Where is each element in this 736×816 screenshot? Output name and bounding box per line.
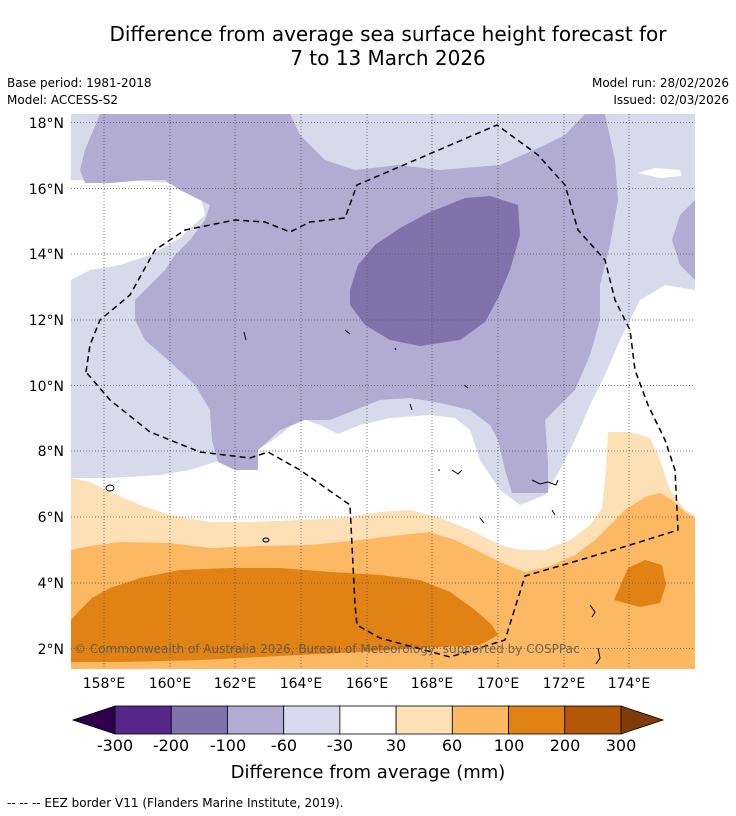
- lon-label: 158°E: [83, 676, 126, 692]
- colorbar-cell: [451, 705, 509, 735]
- colorbar: -300 -200 -100 -60 -30 30 60 100 200 300…: [71, 705, 665, 783]
- lat-label: 8°N: [38, 444, 64, 460]
- lat-label: 2°N: [38, 642, 64, 658]
- eez-footnote: -- -- -- EEZ border V11 (Flanders Marine…: [7, 796, 344, 810]
- lon-label: 166°E: [346, 676, 389, 692]
- colorbar-cell: [114, 705, 172, 735]
- colorbar-cell: [508, 705, 566, 735]
- island-marker: [105, 484, 115, 492]
- colorbar-tick: 30: [386, 736, 406, 755]
- lat-label: 6°N: [38, 510, 64, 526]
- eez-border: [85, 124, 679, 658]
- atoll-marker: [589, 604, 601, 665]
- sea-height-field: © Commonwealth of Australia 2026, Bureau…: [71, 114, 695, 669]
- lat-label: 10°N: [29, 379, 64, 395]
- lat-label: 4°N: [38, 576, 64, 592]
- longitude-labels: 158°E 160°E 162°E 164°E 166°E 168°E 170°…: [83, 676, 651, 692]
- colorbar-extend-min: [71, 705, 116, 735]
- lon-label: 172°E: [543, 676, 586, 692]
- island-marker: [262, 537, 270, 543]
- colorbar-cell: [170, 705, 228, 735]
- latitude-labels: 18°N 16°N 14°N 12°N 10°N 8°N 6°N 4°N 2°N: [29, 116, 64, 658]
- colorbar-tick: -200: [153, 736, 189, 755]
- colorbar-cell: [395, 705, 453, 735]
- base-period: Base period: 1981-2018: [7, 76, 152, 90]
- lon-label: 170°E: [477, 676, 520, 692]
- colorbar-tick-labels: -300 -200 -100 -60 -30 30 60 100 200 300: [97, 736, 636, 755]
- colorbar-tick: 100: [494, 736, 525, 755]
- lon-label: 168°E: [411, 676, 454, 692]
- chart-title: Difference from average sea surface heig…: [0, 22, 736, 70]
- colorbar-extend-max: [620, 705, 665, 735]
- field-band-purple-light-east: [672, 200, 695, 280]
- model-name: Model: ACCESS-S2: [7, 93, 119, 107]
- grid-lines: [71, 114, 695, 669]
- colorbar-cell: [564, 705, 622, 735]
- atoll-marker: [531, 479, 559, 486]
- field-band-orange-dark-east: [614, 560, 666, 607]
- lat-label: 16°N: [29, 182, 64, 198]
- atoll-marker: [451, 469, 463, 475]
- meta-right: Model run: 28/02/2026 Issued: 02/03/2026: [592, 75, 729, 109]
- colorbar-cell: [283, 705, 341, 735]
- lon-label: 160°E: [149, 676, 192, 692]
- colorbar-cell: [339, 705, 397, 735]
- island-dots: [243, 329, 556, 524]
- field-band-orange-dark: [71, 568, 498, 662]
- lat-label: 12°N: [29, 313, 64, 329]
- lon-label: 164°E: [280, 676, 323, 692]
- copyright-notice: © Commonwealth of Australia 2026, Bureau…: [74, 642, 580, 656]
- model-run: Model run: 28/02/2026: [591, 76, 729, 90]
- colorbar-tick: -60: [271, 736, 297, 755]
- colorbar-tick: -300: [97, 736, 133, 755]
- colorbar-cells: [71, 705, 665, 735]
- field-white-northwest: [71, 180, 205, 280]
- colorbar-title: Difference from average (mm): [231, 762, 506, 783]
- colorbar-cell: [227, 705, 285, 735]
- colorbar-tick: 60: [442, 736, 462, 755]
- lon-label: 162°E: [214, 676, 257, 692]
- colorbar-tick: 300: [606, 736, 637, 755]
- title-line-1: Difference from average sea surface heig…: [109, 22, 667, 46]
- meta-left: Base period: 1981-2018 Model: ACCESS-S2: [7, 75, 152, 109]
- colorbar-tick: -100: [210, 736, 246, 755]
- colorbar-tick: -30: [327, 736, 353, 755]
- lat-label: 18°N: [29, 116, 64, 132]
- title-line-2: 7 to 13 March 2026: [290, 46, 486, 70]
- lat-label: 14°N: [29, 247, 64, 263]
- lon-label: 174°E: [608, 676, 651, 692]
- field-band-purple-mid: [350, 196, 520, 346]
- issued-date: Issued: 02/03/2026: [613, 93, 729, 107]
- field-white-patch-ne: [638, 168, 682, 178]
- colorbar-tick: 200: [550, 736, 581, 755]
